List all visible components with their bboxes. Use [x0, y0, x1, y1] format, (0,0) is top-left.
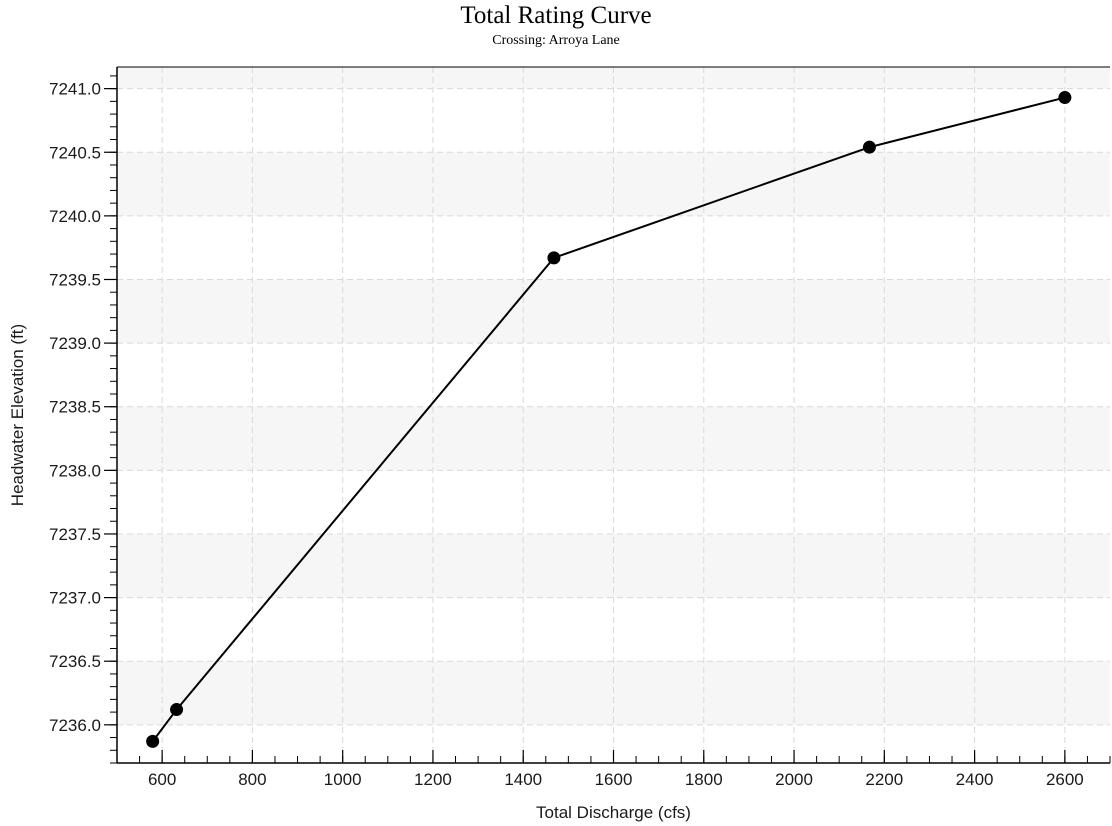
y-tick-label: 7237.5 — [49, 525, 101, 544]
x-axis-title: Total Discharge (cfs) — [536, 803, 691, 822]
y-tick-label: 7239.0 — [49, 334, 101, 353]
x-tick-label: 2000 — [775, 770, 813, 789]
x-axis: 600 800 1000 1200 1400 1600 1800 2000 2200 2400 26… — [116, 750, 1111, 789]
x-tick-label: 1200 — [414, 770, 452, 789]
x-tick-label: 1400 — [504, 770, 542, 789]
x-tick-label: 800 — [238, 770, 266, 789]
x-tick-label: 1000 — [324, 770, 362, 789]
x-tick-label: 1800 — [685, 770, 723, 789]
x-tick-label: 600 — [148, 770, 176, 789]
x-tick-label: 2600 — [1046, 770, 1084, 789]
y-tick-label: 7238.5 — [49, 398, 101, 417]
y-tick-label: 7241.0 — [49, 80, 101, 99]
y-tick-label: 7240.5 — [49, 143, 101, 162]
plot-band — [117, 533, 1110, 598]
y-tick-label: 7238.0 — [49, 461, 101, 480]
y-tick-label: 7236.5 — [49, 652, 101, 671]
data-point — [170, 703, 184, 717]
data-point — [862, 140, 876, 154]
x-tick-label: 2200 — [865, 770, 903, 789]
data-point — [547, 251, 561, 265]
x-tick-label: 2400 — [956, 770, 994, 789]
y-tick-label: 7236.0 — [49, 716, 101, 735]
y-axis: 7236.0 7236.5 7237.0 7237.5 7238.0 7238.5 7239… — [49, 75, 117, 764]
data-point — [146, 734, 160, 748]
data-point — [1058, 91, 1072, 105]
y-tick-label: 7239.5 — [49, 270, 101, 289]
grid-lines — [117, 67, 1110, 763]
series-layer — [146, 91, 1072, 748]
y-tick-label: 7240.0 — [49, 207, 101, 226]
y-axis-title: Headwater Elevation (ft) — [8, 324, 27, 506]
chart-title: Total Rating Curve — [460, 2, 652, 29]
x-tick-label: 1600 — [595, 770, 633, 789]
chart-subtitle: Crossing: Arroya Lane — [492, 33, 620, 48]
y-tick-label: 7237.0 — [49, 589, 101, 608]
